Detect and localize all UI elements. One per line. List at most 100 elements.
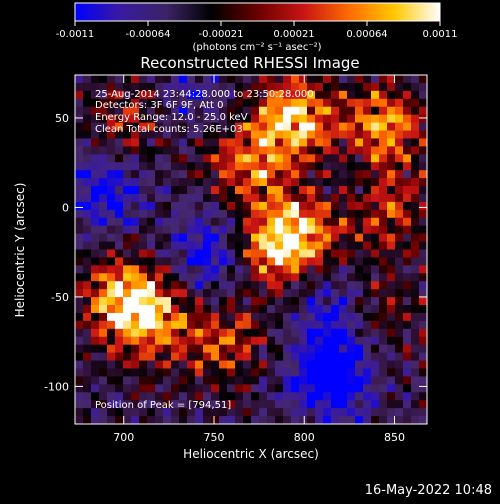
heatmap-cell xyxy=(235,320,244,330)
heatmap-cell xyxy=(395,416,404,424)
heatmap-cell xyxy=(171,130,180,139)
heatmap-cell xyxy=(283,384,292,393)
heatmap-cell xyxy=(283,352,292,362)
heatmap-cell xyxy=(187,98,196,108)
heatmap-cell xyxy=(363,416,372,424)
heatmap-cell xyxy=(259,241,268,250)
heatmap-cell xyxy=(131,384,140,393)
heatmap-cell xyxy=(139,82,148,92)
heatmap-cell xyxy=(147,154,156,163)
heatmap-cell xyxy=(419,416,427,424)
heatmap-cell xyxy=(355,217,364,227)
heatmap-cell xyxy=(155,217,164,227)
heatmap-cell xyxy=(195,209,204,219)
heatmap-cell xyxy=(115,289,124,298)
heatmap-cell xyxy=(419,154,427,163)
heatmap-cell xyxy=(147,328,156,338)
heatmap-cell xyxy=(371,281,380,290)
heatmap-cell xyxy=(163,336,172,346)
heatmap-cell xyxy=(251,217,260,227)
heatmap-cell xyxy=(203,249,212,258)
heatmap-cell xyxy=(107,122,116,132)
heatmap-cell xyxy=(323,146,332,155)
heatmap-cell xyxy=(395,217,404,227)
heatmap-cell xyxy=(131,289,140,298)
heatmap-cell xyxy=(91,281,100,290)
heatmap-cell xyxy=(419,273,427,282)
heatmap-cell xyxy=(131,75,140,84)
heatmap-cell xyxy=(179,265,188,274)
heatmap-cell xyxy=(179,170,188,179)
heatmap-cell xyxy=(227,360,236,369)
heatmap-cell xyxy=(211,376,220,385)
heatmap-cell xyxy=(147,352,156,362)
heatmap-cell xyxy=(83,257,92,266)
heatmap-cell xyxy=(307,320,316,330)
heatmap-cell xyxy=(147,241,156,250)
heatmap-cell xyxy=(411,209,420,219)
heatmap-cell xyxy=(75,241,84,250)
heatmap-cell xyxy=(355,408,364,417)
heatmap-cell xyxy=(395,392,404,401)
heatmap-cell xyxy=(195,82,204,92)
heatmap-cell xyxy=(123,178,132,187)
heatmap-cell xyxy=(339,312,348,322)
heatmap-cell xyxy=(379,217,388,227)
heatmap-cell xyxy=(75,82,84,92)
heatmap-cell xyxy=(115,376,124,385)
heatmap-cell xyxy=(107,98,116,108)
heatmap-cell xyxy=(387,360,396,369)
heatmap-cell xyxy=(331,138,340,147)
heatmap-cell xyxy=(395,75,404,84)
heatmap-cell xyxy=(283,106,292,116)
heatmap-cell xyxy=(171,265,180,274)
heatmap-cell xyxy=(387,138,396,147)
heatmap-cell xyxy=(259,312,268,322)
heatmap-cell xyxy=(411,193,420,203)
heatmap-cell xyxy=(107,193,116,203)
heatmap-cell xyxy=(267,209,276,219)
heatmap-cell xyxy=(283,138,292,147)
heatmap-cell xyxy=(203,281,212,290)
heatmap-cell xyxy=(187,146,196,155)
heatmap-cell xyxy=(363,328,372,338)
heatmap-cell xyxy=(83,138,92,147)
heatmap-cell xyxy=(179,138,188,147)
heatmap-cell xyxy=(307,305,316,314)
heatmap-cell xyxy=(283,328,292,338)
heatmap-cell xyxy=(323,257,332,266)
heatmap-cell xyxy=(131,249,140,258)
heatmap-cell xyxy=(379,344,388,354)
heatmap-cell xyxy=(331,400,340,409)
heatmap-cell xyxy=(387,122,396,132)
heatmap-cell xyxy=(283,257,292,266)
heatmap-cell xyxy=(243,328,252,338)
heatmap-cell xyxy=(115,297,124,306)
heatmap-cell xyxy=(323,416,332,424)
heatmap-cell xyxy=(219,225,228,235)
heatmap-cell xyxy=(251,376,260,385)
heatmap-cell xyxy=(83,384,92,393)
heatmap-cell xyxy=(195,281,204,290)
heatmap-cell xyxy=(131,82,140,92)
heatmap-cell xyxy=(259,90,268,100)
heatmap-cell xyxy=(107,297,116,306)
heatmap-cell xyxy=(419,281,427,290)
heatmap-cell xyxy=(299,408,308,417)
heatmap-cell xyxy=(195,146,204,155)
heatmap-cell xyxy=(171,98,180,108)
heatmap-cell xyxy=(91,241,100,250)
heatmap-cell xyxy=(323,297,332,306)
heatmap-cell xyxy=(283,98,292,108)
heatmap-cell xyxy=(251,368,260,377)
heatmap-cell xyxy=(387,289,396,298)
heatmap-cell xyxy=(147,170,156,179)
heatmap-cell xyxy=(187,297,196,306)
heatmap-cell xyxy=(403,336,412,346)
heatmap-cell xyxy=(243,170,252,179)
heatmap-cell xyxy=(363,225,372,235)
heatmap-cell xyxy=(211,289,220,298)
heatmap-cell xyxy=(171,146,180,155)
heatmap-cell xyxy=(219,178,228,187)
heatmap-cell xyxy=(395,201,404,211)
